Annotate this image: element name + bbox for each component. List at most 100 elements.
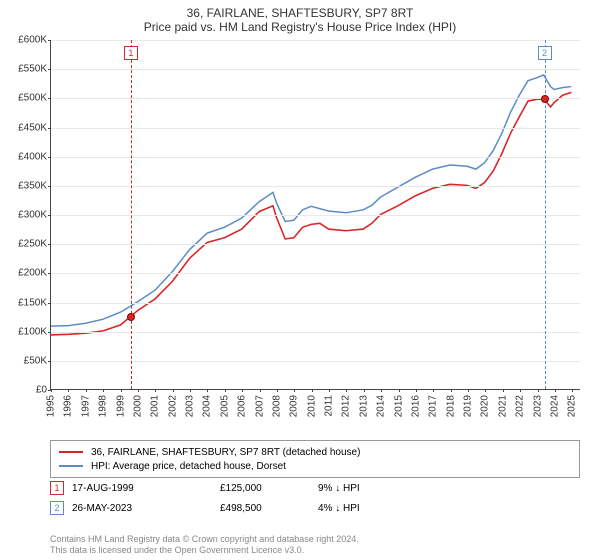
y-tick	[48, 361, 51, 362]
footer-line-1: Contains HM Land Registry data © Crown c…	[50, 534, 580, 545]
y-tick	[48, 273, 51, 274]
y-axis-label: £150K	[18, 297, 47, 308]
x-axis-label: 2011	[324, 395, 335, 417]
x-axis-label: 2021	[497, 395, 508, 417]
x-axis-label: 2004	[202, 395, 213, 417]
x-axis-label: 2007	[254, 395, 265, 417]
x-tick	[572, 389, 573, 392]
footer-line-2: This data is licensed under the Open Gov…	[50, 545, 580, 556]
marker-line	[131, 40, 132, 389]
transaction-row: 1 17-AUG-1999 £125,000 9% ↓ HPI	[50, 478, 580, 498]
x-axis-label: 2014	[376, 395, 387, 417]
x-axis-label: 2010	[306, 395, 317, 417]
legend-item: HPI: Average price, detached house, Dors…	[59, 459, 571, 473]
x-axis-label: 2005	[219, 395, 230, 417]
y-axis-label: £50K	[24, 355, 47, 366]
x-tick	[399, 389, 400, 392]
y-tick	[48, 215, 51, 216]
x-tick	[207, 389, 208, 392]
x-tick	[155, 389, 156, 392]
y-tick	[48, 40, 51, 41]
x-tick	[138, 389, 139, 392]
x-axis-label: 1995	[46, 395, 57, 417]
legend: 36, FAIRLANE, SHAFTESBURY, SP7 8RT (deta…	[50, 440, 580, 478]
x-axis-label: 2017	[428, 395, 439, 417]
y-tick	[48, 244, 51, 245]
x-axis-label: 2000	[132, 395, 143, 417]
y-tick	[48, 128, 51, 129]
x-tick	[538, 389, 539, 392]
x-tick	[225, 389, 226, 392]
series-hpi	[51, 75, 571, 326]
y-tick	[48, 69, 51, 70]
footer-attribution: Contains HM Land Registry data © Crown c…	[50, 534, 580, 557]
marker-box: 1	[124, 46, 138, 60]
y-tick	[48, 157, 51, 158]
y-axis-label: £300K	[18, 210, 47, 221]
y-axis-label: £500K	[18, 93, 47, 104]
transaction-marker: 1	[50, 481, 64, 495]
x-axis-label: 2022	[515, 395, 526, 417]
transaction-marker: 2	[50, 501, 64, 515]
data-point	[127, 313, 135, 321]
transaction-date: 17-AUG-1999	[72, 483, 212, 494]
y-tick	[48, 98, 51, 99]
legend-swatch	[59, 451, 83, 453]
x-axis-label: 2023	[532, 395, 543, 417]
series-property	[51, 92, 571, 335]
x-axis-label: 2024	[549, 395, 560, 417]
y-axis-label: £550K	[18, 64, 47, 75]
x-tick	[433, 389, 434, 392]
legend-swatch	[59, 465, 83, 467]
y-axis-label: £450K	[18, 122, 47, 133]
x-tick	[381, 389, 382, 392]
y-tick	[48, 186, 51, 187]
plot-area: £0£50K£100K£150K£200K£250K£300K£350K£400…	[50, 40, 580, 390]
transaction-price: £498,500	[220, 503, 310, 514]
legend-item: 36, FAIRLANE, SHAFTESBURY, SP7 8RT (deta…	[59, 445, 571, 459]
x-axis-label: 2003	[185, 395, 196, 417]
x-tick	[555, 389, 556, 392]
y-tick	[48, 303, 51, 304]
x-tick	[277, 389, 278, 392]
x-tick	[260, 389, 261, 392]
x-axis-label: 2015	[393, 395, 404, 417]
chart-container: 36, FAIRLANE, SHAFTESBURY, SP7 8RT Price…	[0, 0, 600, 560]
x-tick	[346, 389, 347, 392]
x-tick	[294, 389, 295, 392]
y-axis-label: £600K	[18, 35, 47, 46]
x-axis-label: 2012	[341, 395, 352, 417]
y-axis-label: £100K	[18, 326, 47, 337]
x-tick	[51, 389, 52, 392]
transaction-date: 26-MAY-2023	[72, 503, 212, 514]
x-axis-label: 2002	[167, 395, 178, 417]
x-tick	[103, 389, 104, 392]
x-tick	[416, 389, 417, 392]
x-tick	[468, 389, 469, 392]
x-tick	[121, 389, 122, 392]
chart-title-address: 36, FAIRLANE, SHAFTESBURY, SP7 8RT	[0, 0, 600, 20]
transaction-price: £125,000	[220, 483, 310, 494]
y-axis-label: £350K	[18, 180, 47, 191]
y-axis-label: £0	[36, 385, 47, 396]
x-tick	[312, 389, 313, 392]
x-tick	[68, 389, 69, 392]
transaction-row: 226-MAY-2023£498,5004% ↓ HPI	[50, 498, 580, 518]
x-axis-label: 2013	[358, 395, 369, 417]
x-tick	[485, 389, 486, 392]
x-axis-label: 1999	[115, 395, 126, 417]
x-axis-label: 2018	[445, 395, 456, 417]
y-tick	[48, 332, 51, 333]
x-tick	[329, 389, 330, 392]
x-axis-label: 1997	[80, 395, 91, 417]
x-tick	[190, 389, 191, 392]
x-axis-label: 2001	[150, 395, 161, 417]
x-tick	[520, 389, 521, 392]
x-axis-label: 2016	[410, 395, 421, 417]
x-tick	[451, 389, 452, 392]
y-axis-label: £200K	[18, 268, 47, 279]
legend-label: 36, FAIRLANE, SHAFTESBURY, SP7 8RT (deta…	[91, 447, 360, 458]
x-axis-label: 2006	[237, 395, 248, 417]
x-axis-label: 1996	[63, 395, 74, 417]
transaction-diff: 9% ↓ HPI	[318, 483, 438, 494]
